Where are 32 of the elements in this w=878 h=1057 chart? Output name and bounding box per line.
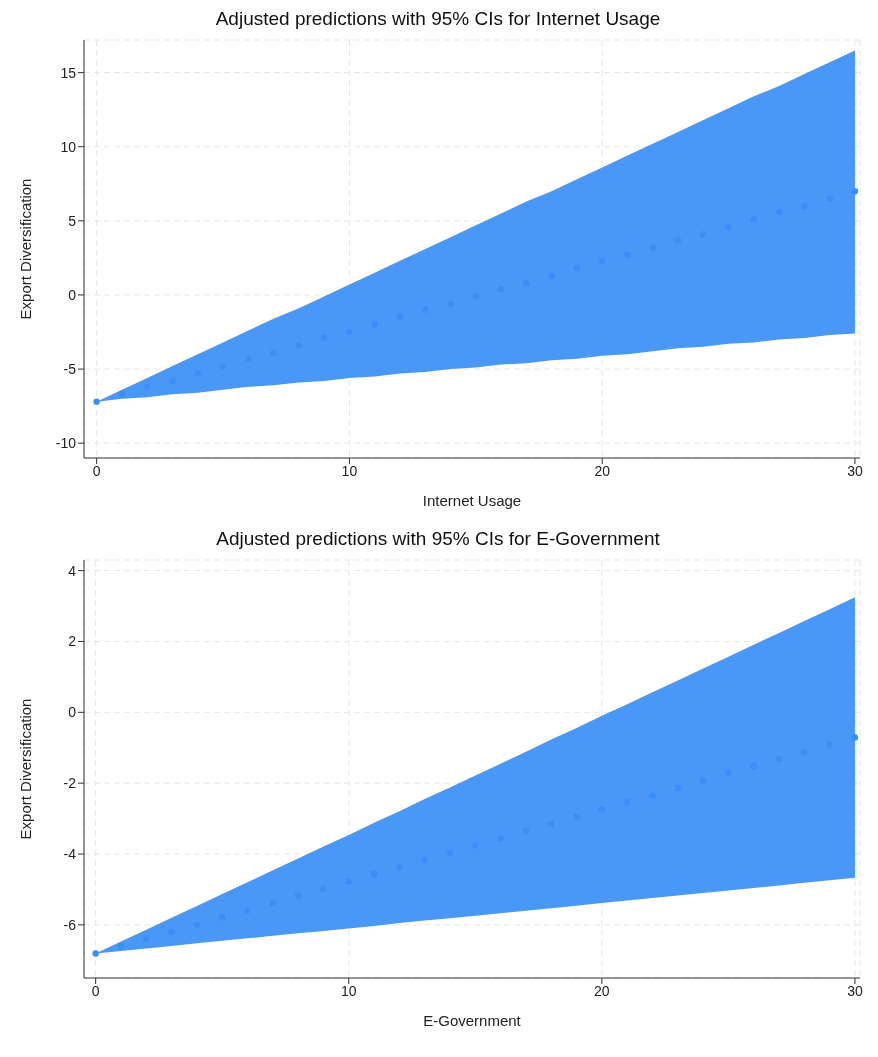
- point: [851, 187, 859, 195]
- point: [118, 391, 126, 398]
- y-tick-label: 0: [68, 704, 77, 721]
- x-tick-label: 20: [594, 982, 610, 999]
- x-tick-label: 10: [340, 982, 357, 999]
- x-tick-label: 0: [91, 982, 100, 999]
- y-tick-label: 4: [68, 562, 77, 579]
- chart-title: Adjusted predictions with 95% CIs for E-Government: [215, 528, 661, 551]
- x-tick-label: 30: [847, 982, 863, 999]
- y-tick-label: -2: [63, 775, 77, 792]
- y-tick-label: 15: [60, 64, 77, 81]
- y-tick-label: -10: [55, 435, 77, 452]
- y-tick-label: 0: [68, 286, 77, 303]
- point: [92, 950, 99, 957]
- y-axis-title: Export Diversification: [17, 178, 35, 320]
- x-axis-title: E-Government: [423, 1012, 522, 1029]
- x-axis-title: Internet Usage: [422, 492, 522, 509]
- point: [93, 398, 100, 405]
- y-tick-label: 2: [68, 633, 77, 650]
- chart-title: Adjusted predictions with 95% CIs for Internet Usage: [214, 8, 662, 31]
- y-tick-label: -4: [63, 845, 77, 862]
- x-tick-label: 20: [594, 462, 611, 479]
- y-axis-title: Export Diversification: [17, 698, 35, 840]
- y-tick-label: -5: [63, 361, 77, 378]
- y-tick-label: -6: [63, 916, 77, 933]
- point: [851, 734, 859, 741]
- x-tick-label: 30: [847, 462, 863, 479]
- x-tick-label: 10: [341, 462, 358, 479]
- point: [117, 943, 125, 950]
- y-tick-label: 10: [60, 138, 77, 155]
- x-tick-label: 0: [92, 462, 101, 479]
- y-tick-label: 5: [68, 212, 77, 229]
